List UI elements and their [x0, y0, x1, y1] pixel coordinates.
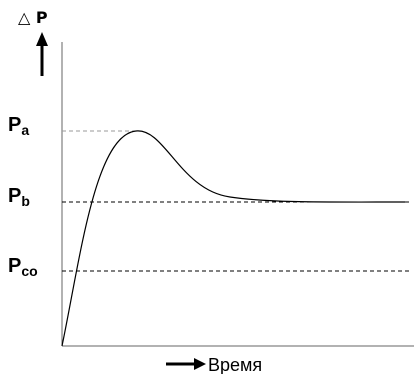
x-axis-arrow	[166, 358, 206, 370]
y-axis-title: △ P	[18, 8, 48, 27]
level-label-pb: Pb	[8, 185, 30, 209]
level-label-pa: Pa	[8, 114, 29, 138]
y-axis-arrow	[36, 32, 48, 76]
x-axis-title: Время	[208, 355, 262, 374]
level-label-pco: Pco	[8, 255, 38, 279]
pressure-curve	[61, 130, 406, 347]
